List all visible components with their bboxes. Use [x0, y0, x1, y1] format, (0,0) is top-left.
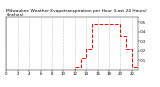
- Text: Milwaukee Weather Evapotranspiration per Hour (Last 24 Hours) (Inches): Milwaukee Weather Evapotranspiration per…: [6, 9, 147, 17]
